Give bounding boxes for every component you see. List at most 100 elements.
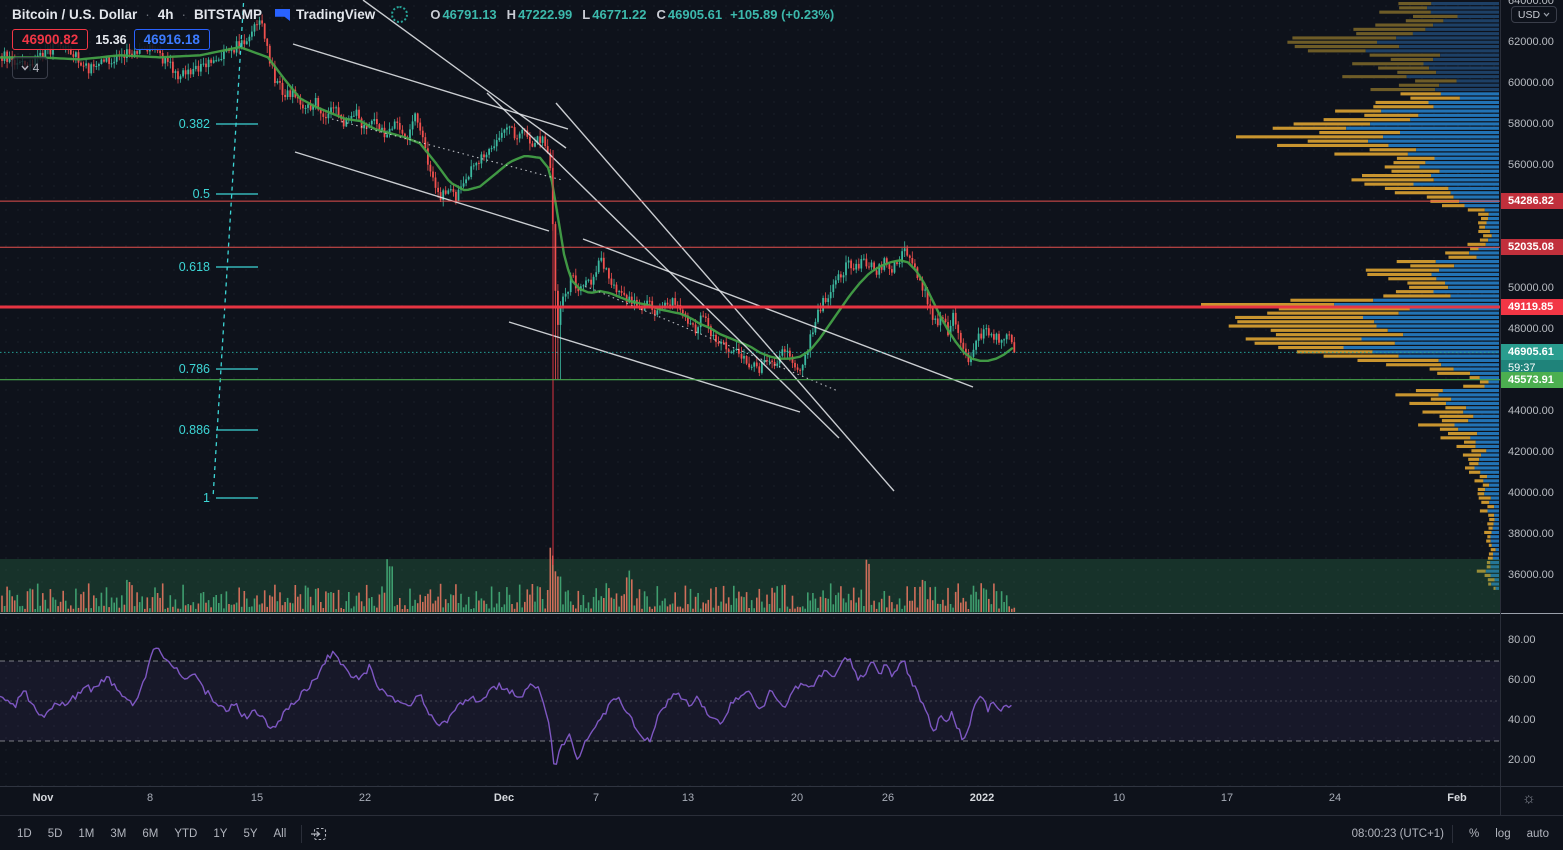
chart-area[interactable]: 0.382 0.5 0.618 0.786 0.886 1 Bitcoin / U.S. … <box>0 0 1500 786</box>
range-button-1m[interactable]: 1M <box>78 827 95 840</box>
low-value: 46771.22 <box>592 7 647 22</box>
brand-label[interactable]: TradingView <box>296 7 376 22</box>
close-label: C <box>656 7 666 22</box>
log-scale-button[interactable]: log <box>1495 827 1511 840</box>
volume-pane-background <box>0 559 1500 613</box>
auto-scale-button[interactable]: auto <box>1526 827 1549 840</box>
indicator-count: 4 <box>32 61 40 75</box>
clock-timezone[interactable]: 08:00:23 (UTC+1) <box>1351 827 1445 840</box>
open-value: 46791.13 <box>442 7 497 22</box>
rsi-line <box>0 647 1012 765</box>
time-axis-label: 7 <box>592 792 600 804</box>
fib-level-label: 0.5 <box>193 187 210 201</box>
volume-bars <box>1 547 1016 612</box>
candles-series <box>1 14 1016 380</box>
price-tick-label: 58000.00 <box>1508 118 1554 130</box>
range-button-1y[interactable]: 1Y <box>213 827 228 840</box>
rsi-tick-label: 20.00 <box>1508 754 1536 766</box>
trend-lines[interactable] <box>292 0 974 492</box>
price-tick-label: 64000.00 <box>1508 0 1554 7</box>
separator-dot: · <box>181 7 187 22</box>
time-axis-label: 13 <box>681 792 695 804</box>
price-tick-label: 44000.00 <box>1508 405 1554 417</box>
time-axis-label: 22 <box>358 792 372 804</box>
bottom-toolbar: 1D 5D 1M 3M 6M YTD 1Y 5Y All 08:00:23 (UTC+1) % … <box>0 815 1563 850</box>
time-axis-label: 20 <box>790 792 804 804</box>
interval-label[interactable]: 4h <box>157 7 174 22</box>
open-label: O <box>430 7 441 22</box>
ohlc-values: O 46791.13 H 47222.99 L 46771.22 C 46905.61 <box>430 7 722 22</box>
price-line-label: 54286.82 <box>1501 193 1563 209</box>
fib-level-label: 0.886 <box>179 423 210 437</box>
horizontal-price-lines[interactable] <box>0 200 1500 381</box>
bid-ask-row: 46900.82 15.36 46916.18 <box>12 29 210 50</box>
rsi-tick-label: 40.00 <box>1508 714 1536 726</box>
fib-level-label: 0.382 <box>179 117 210 131</box>
price-chart-canvas[interactable]: 0.382 0.5 0.618 0.786 0.886 1 <box>0 0 1500 786</box>
chart-legend: Bitcoin / U.S. Dollar · 4h · BITSTAMP Tr… <box>12 6 834 23</box>
range-button-3m[interactable]: 3M <box>110 827 127 840</box>
separator-dot: · <box>145 7 150 22</box>
price-line-label: 49119.85 <box>1501 299 1563 315</box>
market-status-icon[interactable] <box>391 6 409 23</box>
pane-separator <box>1501 613 1563 614</box>
price-tick-label: 50000.00 <box>1508 282 1554 294</box>
time-axis-label: 8 <box>146 792 154 804</box>
high-value: 47222.99 <box>518 7 573 22</box>
fib-level-label: 1 <box>203 491 210 505</box>
go-to-date-icon <box>311 827 327 840</box>
rsi-indicator <box>0 647 1500 765</box>
bid-price-label[interactable]: 46900.82 <box>12 29 89 50</box>
date-range-buttons: 1D 5D 1M 3M 6M YTD 1Y 5Y All <box>10 825 293 843</box>
price-tick-label: 62000.00 <box>1508 36 1554 48</box>
ask-price-label[interactable]: 46916.18 <box>133 29 210 50</box>
spread-label: 15.36 <box>95 32 127 47</box>
rsi-tick-label: 60.00 <box>1508 674 1536 686</box>
time-axis-label: 10 <box>1112 792 1126 804</box>
time-axis-label: 17 <box>1220 792 1234 804</box>
price-tick-label: 48000.00 <box>1508 323 1554 335</box>
close-value: 46905.61 <box>667 7 723 22</box>
currency-toggle-button[interactable]: USD <box>1511 6 1557 23</box>
exchange-label[interactable]: BITSTAMP <box>194 7 263 22</box>
price-tick-label: 38000.00 <box>1508 528 1554 540</box>
toolbar-divider <box>1452 824 1454 843</box>
time-axis-label: Feb <box>1447 792 1467 804</box>
volume-profile <box>1201 2 1499 590</box>
tradingview-logo-icon <box>275 8 291 21</box>
chevron-down-icon <box>21 65 29 71</box>
price-tick-label: 42000.00 <box>1508 446 1554 458</box>
price-axis[interactable]: USD 64000.00 62000.00 60000.00 58000.00 5600… <box>1500 0 1563 786</box>
percent-scale-button[interactable]: % <box>1469 827 1480 840</box>
ma-line <box>0 45 1014 362</box>
price-tick-label: 60000.00 <box>1508 77 1554 89</box>
time-axis-label: 24 <box>1328 792 1342 804</box>
time-axis[interactable]: ☼ Nov 8 15 22 Dec 7 13 20 26 2022 10 17 24 Feb <box>0 786 1563 816</box>
range-button-1d[interactable]: 1D <box>17 827 32 840</box>
high-label: H <box>506 7 517 22</box>
range-button-5d[interactable]: 5D <box>47 827 63 840</box>
fib-retracement[interactable]: 0.382 0.5 0.618 0.786 0.886 1 <box>179 0 258 505</box>
chevron-down-icon <box>1543 12 1550 17</box>
price-tick-label: 40000.00 <box>1508 487 1554 499</box>
price-line-label: 45573.91 <box>1501 372 1563 388</box>
fib-level-label: 0.618 <box>179 260 210 274</box>
symbol-title[interactable]: Bitcoin / U.S. Dollar <box>12 7 138 22</box>
rsi-tick-label: 80.00 <box>1508 634 1536 646</box>
current-price-value: 46905.61 <box>1501 344 1563 360</box>
legend-collapse-button[interactable]: 4 <box>12 57 48 79</box>
range-button-all[interactable]: All <box>273 827 287 840</box>
range-button-ytd[interactable]: YTD <box>174 827 198 840</box>
go-to-date-button[interactable] <box>310 826 328 842</box>
toolbar-divider <box>301 824 303 843</box>
time-axis-label: 15 <box>250 792 264 804</box>
axis-divider <box>1500 787 1501 816</box>
fib-level-label: 0.786 <box>179 362 210 376</box>
time-axis-label: 26 <box>881 792 895 804</box>
range-button-6m[interactable]: 6M <box>142 827 159 840</box>
settings-icon[interactable]: ☼ <box>1522 790 1536 807</box>
low-label: L <box>582 7 591 22</box>
range-button-5y[interactable]: 5Y <box>243 827 258 840</box>
change-value: +105.89 (+0.23%) <box>730 7 835 22</box>
